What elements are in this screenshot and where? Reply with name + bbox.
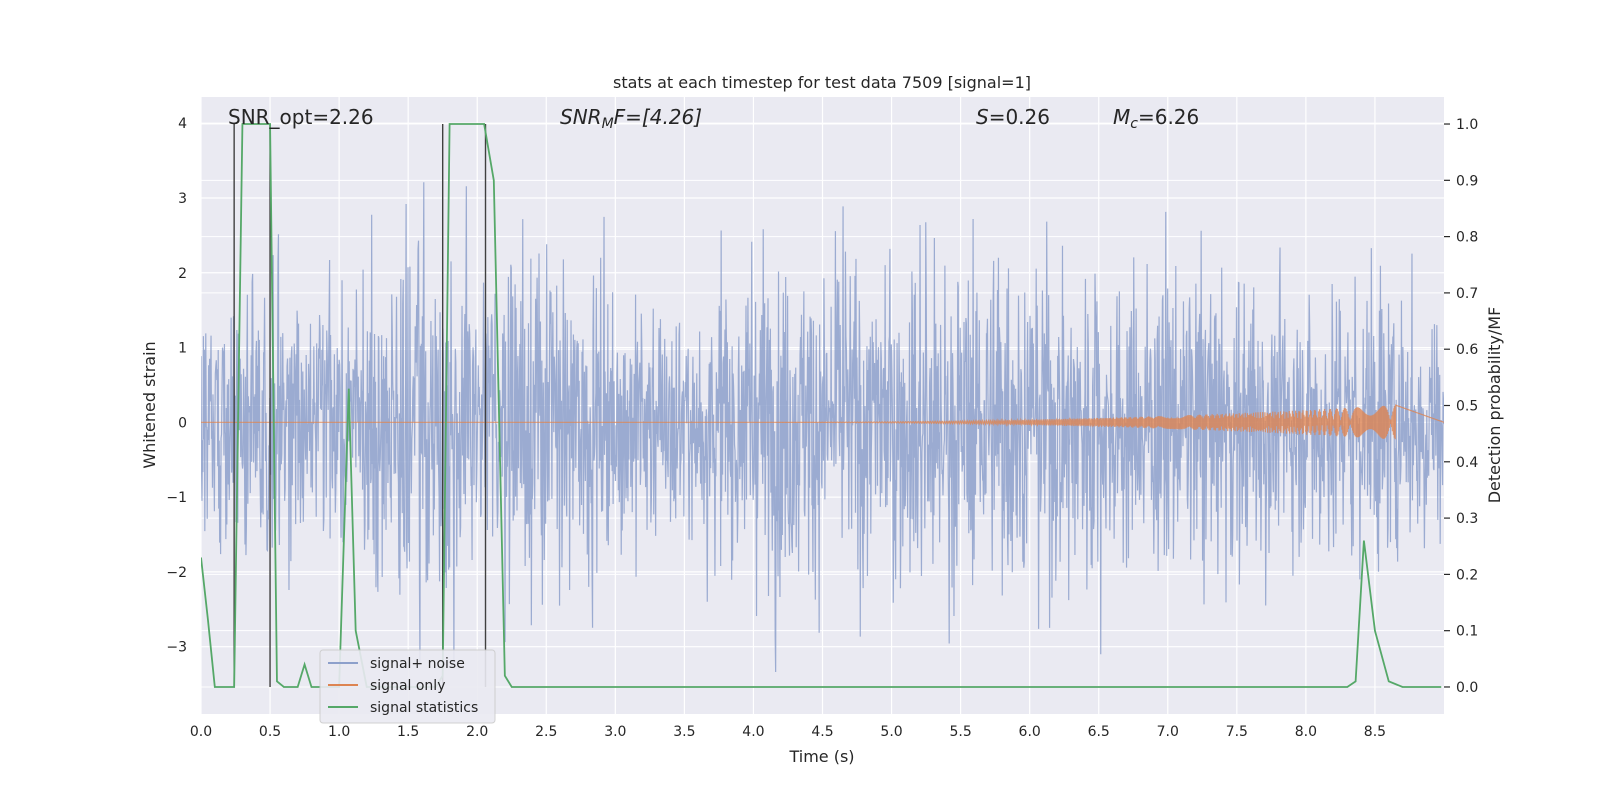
annotation-s: S=0.26 bbox=[976, 105, 1050, 129]
annotation-mc: Mc=6.26 bbox=[1113, 105, 1199, 132]
y-right-tick-label-8: 0.2 bbox=[1456, 567, 1478, 583]
y-right-tick-label-4: 0.6 bbox=[1456, 342, 1478, 358]
x-tick-label-4: 2.0 bbox=[466, 724, 488, 740]
series-signal-only bbox=[201, 404, 1444, 440]
x-axis-ticks: 0.0 0.5 1.0 1.5 2.0 2.5 3.0 3.5 4.0 4.5 5.0 5.5 6.0 6… bbox=[190, 724, 1386, 740]
y-right-tick-label-10: 0.0 bbox=[1456, 680, 1478, 696]
legend-label-signal-only: signal only bbox=[370, 678, 445, 694]
x-tick-label-5: 2.5 bbox=[535, 724, 557, 740]
y-axis-label: Whitened strain bbox=[140, 341, 159, 468]
y-right-tick-label-6: 0.4 bbox=[1456, 455, 1478, 471]
y-right-tick-label-7: 0.3 bbox=[1456, 511, 1478, 527]
x-tick-label-3: 1.5 bbox=[397, 724, 419, 740]
y-tick-label-2: 2 bbox=[178, 266, 187, 282]
y-right-tick-label-9: 0.1 bbox=[1456, 624, 1478, 640]
x-axis-label: Time (s) bbox=[788, 747, 854, 766]
y-right-tick-label-0: 1.0 bbox=[1456, 117, 1478, 133]
y-tick-label-7: −3 bbox=[166, 640, 187, 656]
x-tick-label-11: 5.5 bbox=[949, 724, 971, 740]
legend-box bbox=[319, 649, 496, 724]
y-tick-label-3: 1 bbox=[178, 341, 187, 357]
chart-title: stats at each timestep for test data 750… bbox=[613, 73, 1031, 92]
y-tick-label-6: −2 bbox=[166, 565, 187, 581]
y-right-tick-label-2: 0.8 bbox=[1456, 230, 1478, 246]
y-right-axis-label: Detection probability/MF bbox=[1485, 307, 1504, 504]
x-tick-label-15: 7.5 bbox=[1226, 724, 1248, 740]
x-tick-label-7: 3.5 bbox=[673, 724, 695, 740]
x-tick-label-16: 8.0 bbox=[1295, 724, 1317, 740]
x-tick-label-2: 1.0 bbox=[328, 724, 350, 740]
x-tick-label-10: 5.0 bbox=[880, 724, 902, 740]
y-right-tick-label-3: 0.7 bbox=[1456, 286, 1478, 302]
x-tick-label-1: 0.5 bbox=[259, 724, 281, 740]
x-tick-label-17: 8.5 bbox=[1364, 724, 1386, 740]
x-tick-label-13: 6.5 bbox=[1088, 724, 1110, 740]
y-tick-label-4: 0 bbox=[178, 415, 187, 431]
y-tick-label-5: −1 bbox=[166, 490, 187, 506]
y-tick-label-1: 3 bbox=[178, 191, 187, 207]
legend: signal+ noise signal only signal statist… bbox=[319, 649, 496, 724]
annotation-snr-opt: SNR_opt=2.26 bbox=[228, 105, 374, 129]
x-tick-label-12: 6.0 bbox=[1019, 724, 1041, 740]
y-right-tick-label-1: 0.9 bbox=[1456, 173, 1478, 189]
y-right-tick-label-5: 0.5 bbox=[1456, 399, 1478, 415]
vertical-markers bbox=[233, 124, 487, 687]
series-signal-noise bbox=[201, 182, 1444, 673]
y-tick-label-0: 4 bbox=[178, 116, 187, 132]
y-axis-ticks: 4 3 2 1 0 −1 −2 −3 bbox=[166, 116, 187, 656]
x-tick-label-14: 7.0 bbox=[1157, 724, 1179, 740]
x-tick-label-0: 0.0 bbox=[190, 724, 212, 740]
annotation-snr-mf: SNRMF=[4.26] bbox=[560, 105, 702, 132]
x-tick-label-6: 3.0 bbox=[604, 724, 626, 740]
y-right-axis-ticks: 1.0 0.9 0.8 0.7 0.6 0.5 0.4 0.3 0.2 0.1 0.0 bbox=[1444, 117, 1478, 696]
x-tick-label-9: 4.5 bbox=[811, 724, 833, 740]
x-tick-label-8: 4.0 bbox=[742, 724, 764, 740]
legend-label-signal-noise: signal+ noise bbox=[370, 656, 465, 672]
legend-label-signal-statistics: signal statistics bbox=[370, 700, 478, 716]
